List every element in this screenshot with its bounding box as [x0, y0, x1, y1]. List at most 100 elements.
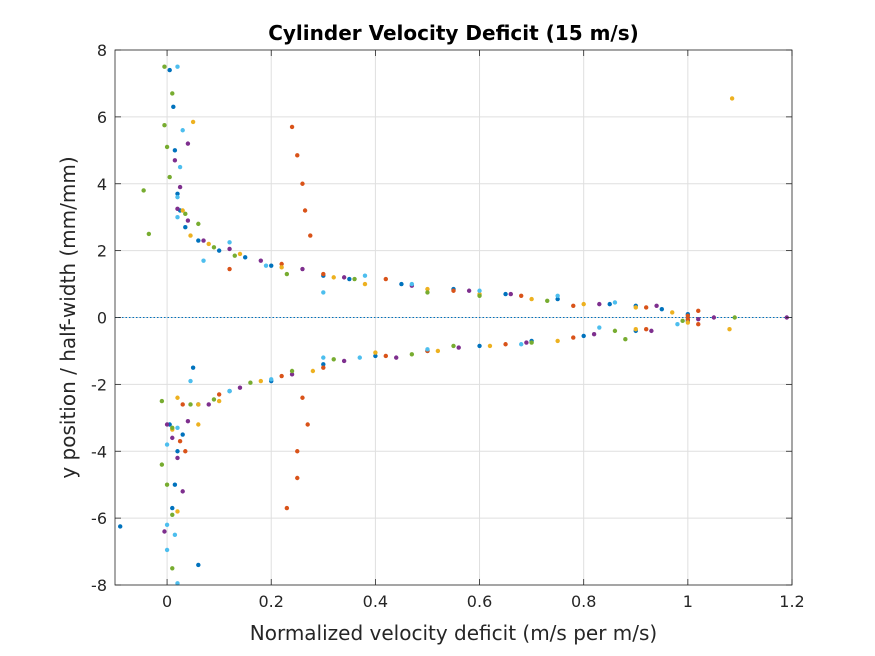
data-point	[643, 305, 649, 310]
data-point	[188, 378, 193, 384]
x-tick-label: 0	[162, 592, 172, 611]
data-point	[242, 255, 248, 260]
data-point	[172, 158, 178, 163]
data-point	[146, 231, 152, 237]
data-point	[649, 328, 654, 334]
data-point	[466, 288, 472, 293]
data-point	[409, 352, 415, 357]
data-point	[171, 104, 176, 110]
data-point	[477, 293, 482, 298]
data-point	[321, 355, 326, 360]
data-point	[321, 362, 326, 367]
data-point	[170, 566, 175, 571]
data-point	[175, 194, 180, 200]
data-point	[321, 290, 326, 295]
series-3	[170, 96, 735, 514]
data-point	[451, 288, 456, 293]
data-point	[529, 296, 534, 302]
data-point	[399, 281, 404, 287]
data-point	[591, 332, 597, 337]
data-point	[597, 301, 602, 307]
data-point	[643, 327, 649, 332]
data-point	[206, 402, 211, 407]
data-point	[571, 335, 576, 340]
data-point	[300, 395, 305, 400]
data-point	[300, 266, 305, 272]
data-point	[373, 353, 378, 359]
data-point	[331, 275, 336, 280]
x-axis-label: Normalized velocity deficit (m/s per m/s…	[250, 621, 657, 645]
data-point	[477, 343, 482, 349]
data-point	[269, 377, 274, 382]
data-point	[172, 532, 178, 538]
data-point	[711, 315, 717, 320]
data-point	[227, 246, 232, 252]
data-point	[612, 328, 618, 334]
data-point	[341, 358, 347, 364]
x-tick-label: 0.8	[571, 592, 596, 611]
data-point	[456, 345, 461, 350]
data-point	[177, 164, 183, 170]
data-point	[300, 181, 305, 186]
data-point	[162, 64, 167, 69]
data-point	[425, 290, 430, 295]
data-point	[196, 221, 201, 227]
data-point	[164, 482, 170, 487]
data-point	[172, 482, 178, 487]
data-point	[581, 301, 586, 307]
x-tick-label: 0.4	[363, 592, 388, 611]
data-point	[305, 422, 310, 427]
data-point	[190, 365, 196, 370]
data-point	[284, 271, 290, 277]
data-point	[284, 505, 290, 511]
data-point	[188, 233, 193, 238]
data-point	[248, 380, 253, 385]
data-point	[196, 402, 201, 407]
data-point	[451, 343, 456, 349]
data-point	[633, 327, 638, 332]
data-point	[529, 340, 534, 345]
data-point	[289, 372, 295, 377]
data-point	[555, 338, 560, 344]
data-point	[206, 241, 211, 247]
data-point	[237, 251, 243, 257]
data-point	[289, 368, 295, 374]
data-point	[167, 67, 172, 73]
data-point	[729, 96, 735, 101]
x-tick-label: 1.2	[779, 592, 804, 611]
y-axis-ticks: -8 -6 -4 -2 0 2 4 6 8	[91, 41, 792, 595]
data-point	[180, 128, 185, 133]
data-point	[175, 395, 180, 400]
data-point	[685, 320, 691, 325]
data-point	[162, 123, 167, 128]
data-point	[175, 449, 180, 454]
data-point	[269, 263, 274, 268]
data-point	[680, 318, 685, 324]
data-point	[164, 522, 170, 528]
data-point	[167, 174, 172, 180]
data-point	[258, 378, 264, 384]
data-point	[177, 184, 183, 190]
data-point	[435, 348, 441, 354]
data-point	[258, 258, 264, 263]
data-point	[503, 291, 508, 297]
x-tick-label: 0.2	[259, 592, 284, 611]
data-point	[581, 333, 586, 339]
data-point	[394, 355, 399, 360]
data-point	[172, 148, 178, 153]
data-point	[237, 385, 243, 390]
data-point	[175, 425, 180, 431]
x-tick-label: 1	[683, 592, 693, 611]
data-point	[188, 402, 193, 407]
data-point	[175, 64, 180, 69]
y-tick-label: 2	[97, 242, 107, 261]
y-tick-label: 0	[97, 309, 107, 328]
data-point	[180, 402, 185, 407]
data-point	[362, 273, 368, 278]
y-axis-label: y position / half-width (mm/mm)	[56, 156, 80, 478]
data-point	[321, 365, 326, 370]
series-6	[164, 64, 680, 586]
y-tick-label: 8	[97, 41, 107, 60]
data-point	[164, 144, 170, 150]
